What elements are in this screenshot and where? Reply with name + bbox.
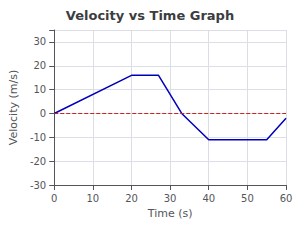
svg-text:60: 60 [280,193,293,204]
svg-text:30: 30 [164,193,177,204]
svg-text:-20: -20 [30,156,46,167]
svg-text:0: 0 [40,108,46,119]
svg-text:50: 50 [241,193,254,204]
svg-text:-30: -30 [30,180,46,191]
svg-text:40: 40 [202,193,215,204]
svg-text:20: 20 [33,60,46,71]
svg-text:0: 0 [51,193,57,204]
svg-text:Velocity (m/s): Velocity (m/s) [7,70,20,145]
svg-text:Time (s): Time (s) [147,207,193,220]
svg-text:-10: -10 [30,132,46,143]
svg-text:10: 10 [86,193,99,204]
svg-text:Velocity vs Time Graph: Velocity vs Time Graph [66,8,234,23]
svg-text:30: 30 [33,36,46,47]
svg-text:20: 20 [125,193,138,204]
svg-text:10: 10 [33,84,46,95]
